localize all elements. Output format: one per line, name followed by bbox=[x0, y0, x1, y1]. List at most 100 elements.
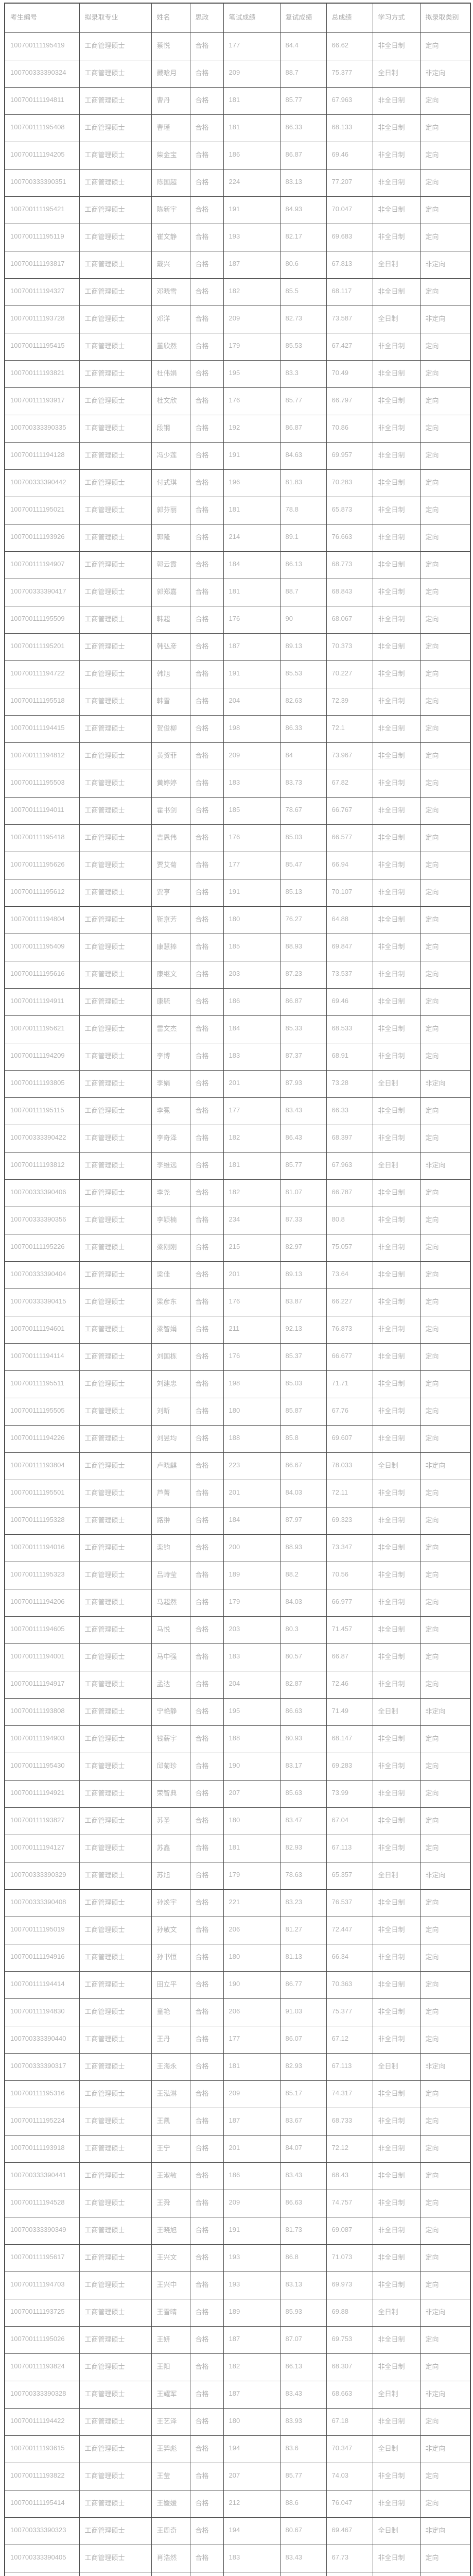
cell-name: 崔文静 bbox=[151, 224, 190, 251]
cell-candidate-id: 100700111194128 bbox=[4, 442, 80, 470]
cell-total-score: 69.283 bbox=[326, 1753, 373, 1781]
cell-retest-score: 85.03 bbox=[279, 824, 327, 852]
cell-admission-category: 定向 bbox=[419, 1125, 471, 1153]
cell-admission-category: 定向 bbox=[419, 551, 471, 579]
cell-name: 王海永 bbox=[151, 2053, 190, 2081]
cell-retest-score: 85.53 bbox=[279, 333, 327, 361]
cell-ideology: 合格 bbox=[189, 1862, 224, 1890]
cell-written-score: 186 bbox=[223, 988, 281, 1016]
cell-ideology: 合格 bbox=[189, 1998, 224, 2026]
cell-study-mode: 全日制 bbox=[372, 1070, 421, 1098]
cell-retest-score: 89.13 bbox=[279, 1261, 327, 1289]
cell-ideology: 合格 bbox=[189, 142, 224, 170]
cell-ideology: 合格 bbox=[189, 1289, 224, 1316]
cell-name: 马悦 bbox=[151, 1616, 190, 1644]
cell-written-score: 201 bbox=[223, 2135, 281, 2163]
cell-name: 康继文 bbox=[151, 961, 190, 989]
cell-name: 刘昱均 bbox=[151, 1425, 190, 1453]
cell-candidate-id: 100700111195518 bbox=[4, 688, 80, 716]
cell-major: 工商管理硕士 bbox=[79, 87, 152, 115]
cell-retest-score: 86.13 bbox=[279, 2353, 327, 2381]
cell-candidate-id: 100700111195328 bbox=[4, 1507, 80, 1535]
cell-ideology: 合格 bbox=[189, 2490, 224, 2518]
cell-admission-category: 定向 bbox=[419, 224, 471, 251]
cell-ideology: 合格 bbox=[189, 387, 224, 415]
cell-admission-category: 非定向 bbox=[419, 1452, 471, 1480]
cell-total-score: 67.427 bbox=[326, 333, 373, 361]
table-row: 100700111193827 工商管理硕士 苏圣 合格 180 83.47 67.04 非全… bbox=[4, 1807, 471, 1835]
cell-retest-score: 85.33 bbox=[279, 1015, 327, 1043]
cell-written-score: 182 bbox=[223, 278, 281, 306]
cell-retest-score: 76.27 bbox=[279, 906, 327, 934]
cell-candidate-id: 100700111195201 bbox=[4, 633, 80, 661]
cell-major: 工商管理硕士 bbox=[79, 934, 152, 961]
cell-total-score: 67.963 bbox=[326, 87, 373, 115]
cell-ideology: 合格 bbox=[189, 442, 224, 470]
cell-major: 工商管理硕士 bbox=[79, 1289, 152, 1316]
cell-study-mode: 非全日制 bbox=[372, 1917, 421, 1944]
cell-major: 工商管理硕士 bbox=[79, 415, 152, 443]
cell-retest-score: 83.93 bbox=[279, 2408, 327, 2436]
cell-total-score: 74.03 bbox=[326, 2463, 373, 2490]
cell-written-score: 176 bbox=[223, 606, 281, 634]
cell-total-score: 73.99 bbox=[326, 1780, 373, 1808]
cell-ideology: 合格 bbox=[189, 797, 224, 825]
cell-name: 梁佳 bbox=[151, 1261, 190, 1289]
cell-admission-category: 定向 bbox=[419, 2190, 471, 2217]
cell-candidate-id: 100700111194206 bbox=[4, 1589, 80, 1617]
table-row: 100700333390349 工商管理硕士 王晓旭 合格 191 81.73 69.087… bbox=[4, 2217, 471, 2245]
cell-ideology: 合格 bbox=[189, 2463, 224, 2490]
cell-ideology: 合格 bbox=[189, 196, 224, 224]
cell-retest-score: 80.3 bbox=[279, 1616, 327, 1644]
cell-study-mode: 非全日制 bbox=[372, 2026, 421, 2054]
cell-total-score: 75.377 bbox=[326, 1998, 373, 2026]
cell-name: 杜伟娟 bbox=[151, 360, 190, 388]
cell-total-score: 68.91 bbox=[326, 1043, 373, 1071]
cell-total-score: 73.64 bbox=[326, 1261, 373, 1289]
cell-retest-score: 85.93 bbox=[279, 2299, 327, 2327]
cell-candidate-id: 100700333390415 bbox=[4, 1289, 80, 1316]
cell-candidate-id: 100700333390351 bbox=[4, 169, 80, 197]
cell-major: 工商管理硕士 bbox=[79, 2353, 152, 2381]
table-row: 100700111194206 工商管理硕士 马超然 合格 179 84.03 66.977… bbox=[4, 1589, 471, 1617]
cell-candidate-id: 100700333390329 bbox=[4, 1862, 80, 1890]
cell-study-mode: 非全日制 bbox=[372, 1097, 421, 1125]
cell-admission-category: 非定向 bbox=[419, 251, 471, 279]
cell-study-mode: 非全日制 bbox=[372, 1289, 421, 1316]
cell-written-score: 195 bbox=[223, 360, 281, 388]
cell-ideology: 合格 bbox=[189, 1917, 224, 1944]
cell-major: 工商管理硕士 bbox=[79, 1234, 152, 1262]
cell-study-mode: 非全日制 bbox=[372, 551, 421, 579]
cell-written-score: 193 bbox=[223, 2272, 281, 2299]
cell-retest-score: 83.87 bbox=[279, 1289, 327, 1316]
table-row: 100700111194327 工商管理硕士 邓晓雪 合格 182 85.5 68.117 非… bbox=[4, 278, 471, 306]
cell-candidate-id: 100700111194903 bbox=[4, 1725, 80, 1753]
cell-candidate-id: 100700111194911 bbox=[4, 988, 80, 1016]
cell-total-score: 68.397 bbox=[326, 1125, 373, 1153]
table-row: 100700111194703 工商管理硕士 王兴中 合格 193 83.13 69.973… bbox=[4, 2272, 471, 2299]
cell-name: 芦菁 bbox=[151, 1480, 190, 1507]
cell-written-score: 191 bbox=[223, 879, 281, 907]
cell-written-score: 195 bbox=[223, 1698, 281, 1726]
cell-candidate-id: 100700111194921 bbox=[4, 1780, 80, 1808]
cell-written-score: 214 bbox=[223, 524, 281, 552]
cell-study-mode: 非全日制 bbox=[372, 2217, 421, 2245]
cell-written-score: 209 bbox=[223, 306, 281, 333]
cell-ideology: 合格 bbox=[189, 1261, 224, 1289]
cell-ideology: 合格 bbox=[189, 1152, 224, 1180]
cell-name: 贺俊柳 bbox=[151, 715, 190, 743]
cell-retest-score: 82.63 bbox=[279, 688, 327, 716]
cell-retest-score: 86.33 bbox=[279, 114, 327, 142]
cell-ideology: 合格 bbox=[189, 114, 224, 142]
cell-written-score: 209 bbox=[223, 60, 281, 88]
cell-total-score: 66.577 bbox=[326, 824, 373, 852]
cell-retest-score: 87.23 bbox=[279, 961, 327, 989]
cell-total-score: 72.46 bbox=[326, 1671, 373, 1699]
cell-retest-score: 86.93 bbox=[279, 2572, 327, 2576]
cell-written-score: 181 bbox=[223, 1152, 281, 1180]
table-row: 100700111195414 工商管理硕士 王媛媛 合格 212 88.6 76.047 非… bbox=[4, 2490, 471, 2518]
cell-name: 李维远 bbox=[151, 1152, 190, 1180]
table-row: 100700333390351 工商管理硕士 陈国超 合格 224 83.13 77.207… bbox=[4, 169, 471, 197]
table-row: 100700111195412工商管理硕士谢萌合格18986.9370.18非全… bbox=[4, 2572, 471, 2576]
cell-admission-category: 非定向 bbox=[419, 1070, 471, 1098]
